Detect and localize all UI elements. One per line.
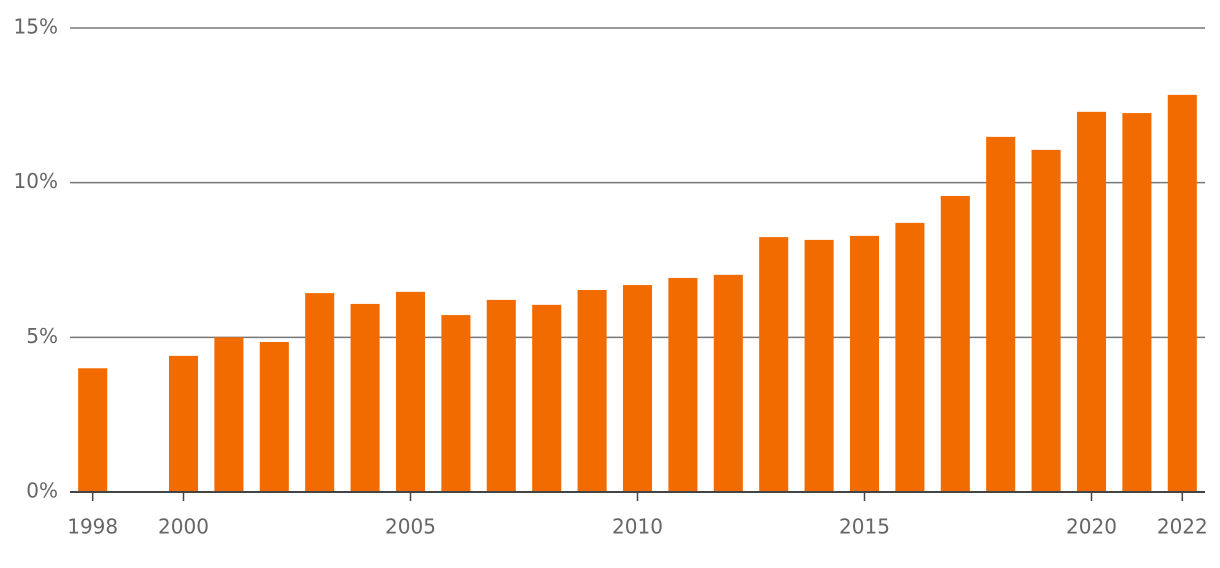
bar bbox=[350, 303, 380, 492]
bar bbox=[759, 237, 789, 492]
bar bbox=[168, 355, 199, 492]
bar bbox=[78, 368, 108, 492]
bar bbox=[804, 239, 834, 492]
bar bbox=[532, 304, 562, 492]
bar bbox=[214, 337, 244, 492]
y-tick-label: 0% bbox=[26, 479, 58, 503]
bar bbox=[668, 277, 698, 492]
x-tick-label: 2015 bbox=[839, 515, 890, 539]
x-tick-label: 2010 bbox=[612, 515, 663, 539]
bar bbox=[1122, 113, 1152, 493]
y-tick-label: 15% bbox=[14, 15, 58, 39]
bar bbox=[940, 195, 970, 492]
bar bbox=[1167, 94, 1197, 492]
y-tick-label: 10% bbox=[14, 169, 58, 193]
bar bbox=[259, 341, 289, 492]
x-tick-label: 2020 bbox=[1066, 515, 1117, 539]
bar bbox=[305, 293, 335, 492]
x-tick-label: 2005 bbox=[385, 515, 436, 539]
bar bbox=[849, 235, 880, 492]
bar bbox=[577, 290, 607, 492]
bar bbox=[441, 315, 471, 492]
bar bbox=[1031, 149, 1061, 493]
bar bbox=[713, 274, 743, 492]
x-tick-label: 1998 bbox=[67, 515, 118, 539]
bar bbox=[622, 285, 653, 492]
x-tick-label: 2000 bbox=[158, 515, 209, 539]
y-tick-label: 5% bbox=[26, 324, 58, 348]
bar bbox=[486, 299, 516, 492]
bar bbox=[1076, 111, 1107, 492]
bar bbox=[986, 136, 1016, 493]
bar bbox=[895, 222, 925, 492]
bar bbox=[395, 291, 426, 492]
x-tick-label: 2022 bbox=[1157, 515, 1208, 539]
